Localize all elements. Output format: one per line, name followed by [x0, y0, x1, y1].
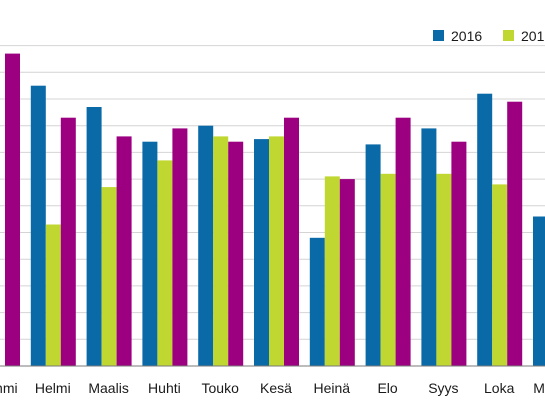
x-tick-label: Loka	[484, 380, 515, 396]
legend-swatch	[503, 30, 514, 41]
x-tick-label: Heinä	[314, 380, 351, 396]
bar	[284, 117, 299, 366]
bar	[365, 144, 381, 366]
bar	[380, 173, 396, 366]
bar	[198, 125, 214, 366]
x-tick-label: Kesä	[260, 380, 292, 396]
bar	[421, 128, 437, 366]
bar	[507, 101, 523, 366]
x-tick-label: Marras	[533, 380, 545, 396]
bar	[30, 85, 46, 366]
bar	[451, 141, 467, 366]
x-tick-label: Touko	[202, 380, 240, 396]
x-tick-labels: Tammi Helmi Maalis Huhti Touko Kesä Heinä Elo Sy…	[0, 380, 545, 396]
bar	[339, 179, 355, 366]
bar	[101, 187, 117, 366]
bar	[533, 216, 545, 366]
legend-label: 2017	[521, 28, 545, 44]
x-tick-label: Huhti	[148, 380, 181, 396]
bars	[5, 53, 545, 366]
bar	[395, 117, 411, 366]
bar	[45, 224, 61, 366]
legend-swatch	[433, 30, 444, 41]
legend-label: 2016	[451, 28, 482, 44]
bar	[324, 176, 340, 366]
bar	[60, 117, 76, 366]
legend: 2016 2017	[433, 28, 545, 44]
bar	[142, 141, 158, 366]
bar	[269, 136, 284, 366]
bar	[309, 237, 325, 366]
bar	[213, 136, 229, 366]
x-tick-label: Helmi	[35, 380, 71, 396]
bar	[228, 141, 244, 366]
x-tick-label: Syys	[428, 380, 458, 396]
bar	[116, 136, 132, 366]
bar	[86, 107, 102, 366]
bar	[5, 53, 20, 366]
x-tick-label: Elo	[377, 380, 397, 396]
bar	[254, 139, 269, 366]
bar	[157, 160, 173, 366]
bar	[477, 93, 493, 366]
x-tick-label: Tammi	[0, 380, 18, 396]
bar	[492, 184, 508, 366]
bar	[436, 173, 452, 366]
bar	[172, 128, 188, 366]
x-tick-label: Maalis	[88, 380, 128, 396]
